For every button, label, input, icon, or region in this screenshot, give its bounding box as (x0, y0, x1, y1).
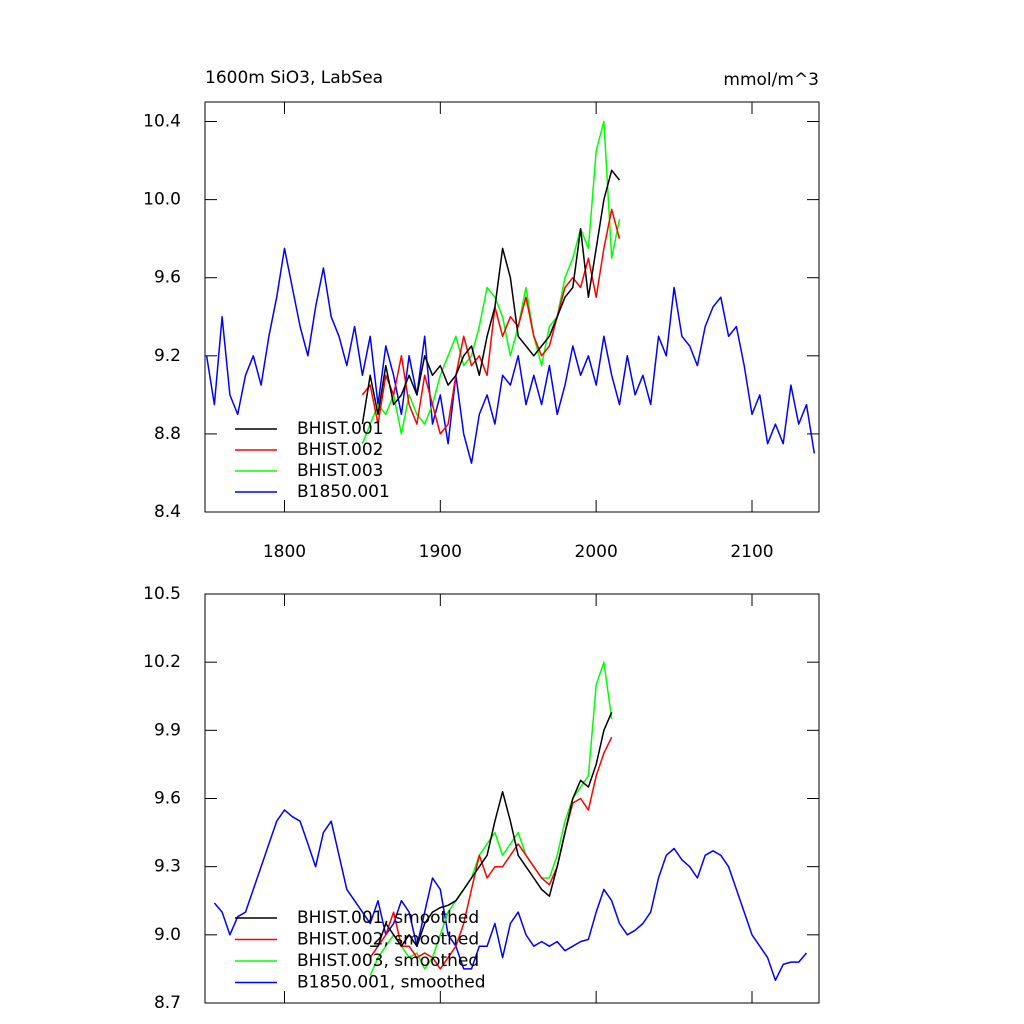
y-tick-label: 10.5 (143, 584, 181, 604)
data-line (370, 711, 613, 947)
data-line (361, 208, 621, 435)
data-line (213, 809, 808, 982)
y-tick-label: 9.6 (154, 789, 181, 809)
x-tick-label: 2000 (575, 542, 618, 562)
y-tick-label: 8.4 (154, 502, 181, 522)
y-tick-label: 9.6 (154, 268, 181, 288)
y-tick-label: 10.0 (143, 190, 181, 210)
legend-label: BHIST.002 (297, 440, 383, 460)
y-tick-label: 9.2 (154, 346, 181, 366)
plot-frame (204, 101, 820, 513)
legend-label: BHIST.001, smoothed (297, 908, 479, 928)
data-line (205, 247, 816, 464)
legend-label: B1850.001 (297, 482, 390, 502)
legend-label: B1850.001, smoothed (297, 973, 486, 993)
legend-label: BHIST.002, smoothed (297, 930, 479, 950)
y-tick-label: 10.2 (143, 652, 181, 672)
units-label: mmol/m^3 (723, 70, 819, 90)
data-line (361, 169, 621, 425)
y-tick-label: 8.7 (154, 993, 181, 1013)
legend-label: BHIST.003 (297, 461, 383, 481)
chart-title: 1600m SiO3, LabSea (205, 68, 383, 88)
data-line (369, 736, 613, 970)
y-tick-label: 9.3 (154, 857, 181, 877)
x-tick-label: 1900 (419, 542, 462, 562)
y-tick-label: 8.8 (154, 424, 181, 444)
x-tick-label: 1800 (263, 542, 306, 562)
y-tick-label: 9.9 (154, 720, 181, 740)
data-line (361, 120, 621, 444)
x-tick-label: 2100 (730, 542, 773, 562)
y-tick-label: 9.0 (154, 925, 181, 945)
y-tick-label: 10.4 (143, 112, 181, 132)
legend-label: BHIST.001 (297, 419, 383, 439)
legend-label: BHIST.003, smoothed (297, 951, 479, 971)
